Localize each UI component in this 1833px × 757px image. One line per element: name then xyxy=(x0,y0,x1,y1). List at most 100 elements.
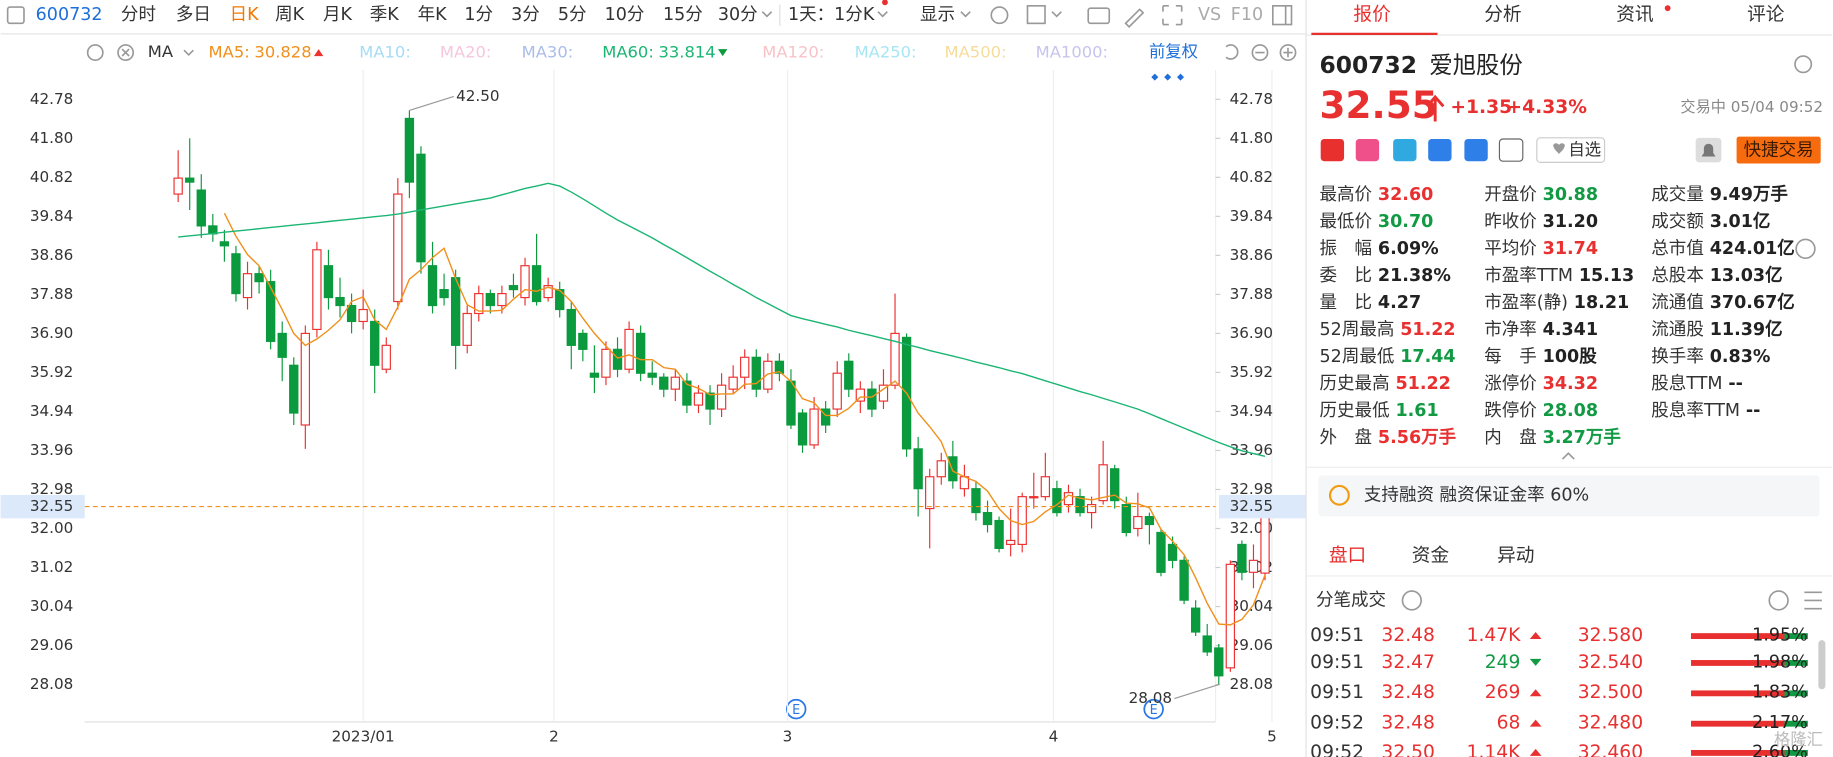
period-tab[interactable]: 5分 xyxy=(558,5,587,25)
y-tick-label: 31.02 xyxy=(30,558,73,576)
stat-value: -- xyxy=(1728,374,1743,394)
period-tab[interactable]: 分时 xyxy=(121,5,156,25)
period-tab[interactable]: 15分 xyxy=(663,5,703,25)
panel-tab[interactable]: 报价 xyxy=(1353,5,1391,26)
candle-body xyxy=(601,348,611,378)
camera-icon[interactable] xyxy=(1087,7,1111,25)
stat-label: 历史最低 xyxy=(1320,401,1390,421)
ma-legend: MA30: xyxy=(522,42,574,61)
ma-name: MA120: xyxy=(762,42,824,61)
y-tick-label-right: 41.80 xyxy=(1230,129,1273,147)
panel-tab[interactable]: 评论 xyxy=(1747,5,1785,26)
stat-label: 成交量 xyxy=(1651,185,1704,205)
more-icon[interactable] xyxy=(1795,238,1816,259)
period-tab[interactable]: 1分 xyxy=(464,5,493,25)
trade-price: 32.48 xyxy=(1381,625,1435,646)
settings-icon[interactable] xyxy=(990,6,1009,25)
stat-value: 30.88 xyxy=(1543,185,1598,205)
layout-icon[interactable] xyxy=(1026,5,1046,25)
trade-price: 32.47 xyxy=(1381,652,1435,673)
f10-button[interactable]: F10 xyxy=(1231,5,1263,25)
candle-body xyxy=(462,312,472,346)
period-tab[interactable]: 年K xyxy=(418,5,448,25)
period-tab[interactable]: 3分 xyxy=(511,5,540,25)
stat-value: 3.01亿 xyxy=(1710,211,1771,232)
vs-button[interactable]: VS xyxy=(1198,5,1221,25)
stat-value: 17.44 xyxy=(1400,347,1455,367)
candle-body xyxy=(416,153,426,263)
display-menu[interactable]: 显示 xyxy=(920,5,955,25)
sub-tab[interactable]: 盘口 xyxy=(1329,546,1366,567)
trade-time: 09:51 xyxy=(1310,682,1364,703)
stat-row: 昨收价 31.20 xyxy=(1484,212,1598,232)
panel-icon[interactable] xyxy=(1271,5,1293,26)
event-marker[interactable]: E xyxy=(1143,698,1164,720)
ratio-bar xyxy=(1691,690,1785,697)
feature-icons[interactable] xyxy=(1320,138,1524,162)
trade-label[interactable]: 快捷交易 xyxy=(1744,141,1814,161)
candle-body xyxy=(589,372,600,378)
trade-time: 09:52 xyxy=(1310,742,1364,757)
collapse-caret[interactable] xyxy=(1561,452,1575,460)
more-icon[interactable] xyxy=(1768,590,1789,611)
y-tick-label-right: 28.08 xyxy=(1230,675,1273,693)
coin-icon xyxy=(1328,484,1350,506)
trade-ratio: 1.83% xyxy=(1752,683,1808,703)
close-icon[interactable] xyxy=(117,44,135,61)
list-icon[interactable] xyxy=(1804,591,1822,610)
y-tick-label: 42.78 xyxy=(30,90,73,108)
stat-label: 换手率 xyxy=(1651,347,1704,367)
trade-level: 32.460 xyxy=(1578,742,1643,757)
period-tab[interactable]: 周K xyxy=(275,5,305,25)
ma-legend: MA1000: xyxy=(1036,42,1108,61)
stat-label: 最高价 xyxy=(1320,185,1373,205)
range-select[interactable]: 1天：1分K xyxy=(788,5,875,25)
indicator[interactable]: MA xyxy=(148,42,174,61)
watch-label[interactable]: 自选 xyxy=(1568,140,1601,159)
watch-button[interactable] xyxy=(1536,137,1606,163)
zoom-out[interactable] xyxy=(1251,44,1269,61)
period-tab[interactable]: 日K xyxy=(230,5,260,25)
sub-tab[interactable]: 资金 xyxy=(1412,546,1450,567)
candle-body xyxy=(497,293,507,307)
zoom-in[interactable] xyxy=(1279,44,1297,61)
stat-value: 1.61 xyxy=(1395,401,1438,421)
stock-code[interactable]: 600732 xyxy=(36,5,103,25)
candle-body xyxy=(1202,635,1212,653)
period-tab[interactable]: 30分 xyxy=(718,5,758,25)
trade-button[interactable] xyxy=(1736,136,1821,164)
stat-value: 9.49万手 xyxy=(1710,184,1789,205)
adjust-mode[interactable]: 前复权 xyxy=(1149,42,1198,61)
draw-icon[interactable] xyxy=(1124,8,1145,29)
settings-icon[interactable] xyxy=(86,44,104,61)
margin-banner xyxy=(1318,475,1820,517)
period-tab[interactable]: 季K xyxy=(370,5,400,25)
x-tick-label: 3 xyxy=(783,728,793,746)
event-marker[interactable]: E xyxy=(785,698,807,720)
candle-body xyxy=(196,189,206,227)
stat-row: 流通股 11.39亿 xyxy=(1651,319,1782,340)
period-tab[interactable]: 10分 xyxy=(605,5,645,25)
stat-row: 开盘价 30.88 xyxy=(1484,185,1598,205)
sub-tab[interactable]: 异动 xyxy=(1497,546,1534,567)
stat-row: 内 盘 3.27万手 xyxy=(1484,427,1621,448)
info-icon[interactable] xyxy=(1401,590,1422,611)
period-tab[interactable]: 多日 xyxy=(176,5,211,25)
panel-tab[interactable]: 资讯 xyxy=(1616,5,1654,26)
reset-icon[interactable] xyxy=(1225,44,1239,60)
candle-body xyxy=(913,448,923,490)
stat-row: 历史最高 51.22 xyxy=(1320,374,1451,394)
stat-value: 28.08 xyxy=(1543,401,1598,421)
fullscreen-icon[interactable] xyxy=(1162,5,1183,26)
stat-value: 31.74 xyxy=(1543,239,1598,259)
period-tab[interactable]: 月K xyxy=(323,5,353,25)
ratio-bar-rest xyxy=(1784,749,1808,756)
scrollbar[interactable] xyxy=(1818,640,1826,690)
panel-tab[interactable]: 分析 xyxy=(1484,5,1521,26)
stat-row: 52周最低 17.44 xyxy=(1320,347,1456,367)
ratio-bar-rest xyxy=(1784,720,1808,727)
ma-name: MA500: xyxy=(945,42,1007,61)
code-icon[interactable] xyxy=(6,6,25,25)
y-tick-label: 41.80 xyxy=(30,129,73,147)
settings-icon[interactable] xyxy=(1794,55,1813,74)
